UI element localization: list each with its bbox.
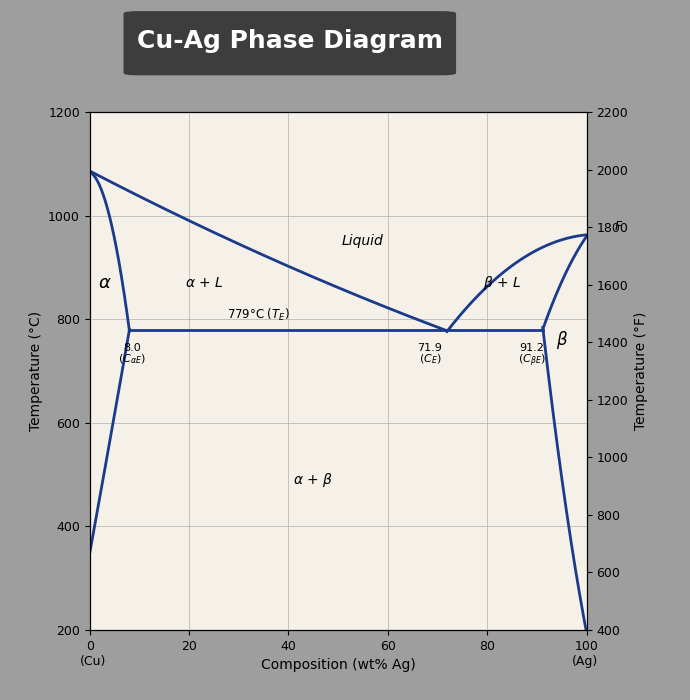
Text: 8.0: 8.0 bbox=[123, 342, 141, 353]
Y-axis label: Temperature (°C): Temperature (°C) bbox=[28, 311, 43, 431]
Text: Liquid: Liquid bbox=[342, 234, 384, 248]
Text: $\alpha$ + $\beta$: $\alpha$ + $\beta$ bbox=[293, 471, 333, 489]
Text: $F$: $F$ bbox=[614, 220, 623, 234]
Text: (Ag): (Ag) bbox=[572, 655, 598, 668]
Text: $\alpha$ + L: $\alpha$ + L bbox=[185, 276, 223, 290]
Text: 91.2: 91.2 bbox=[520, 342, 544, 353]
Text: 71.9: 71.9 bbox=[417, 342, 442, 353]
Text: $\alpha$: $\alpha$ bbox=[98, 274, 111, 292]
Text: ($C_E$): ($C_E$) bbox=[419, 353, 442, 367]
Text: ($C_{\beta E}$): ($C_{\beta E}$) bbox=[518, 353, 546, 370]
Text: 779$\degree$C ($T_E$): 779$\degree$C ($T_E$) bbox=[227, 307, 290, 323]
Text: $\beta$ + L: $\beta$ + L bbox=[483, 274, 521, 292]
Text: Cu-Ag Phase Diagram: Cu-Ag Phase Diagram bbox=[137, 29, 443, 53]
Text: (Cu): (Cu) bbox=[80, 655, 106, 668]
Y-axis label: Temperature (°F): Temperature (°F) bbox=[633, 312, 648, 430]
FancyBboxPatch shape bbox=[124, 12, 455, 75]
Text: ($C_{\alpha E}$): ($C_{\alpha E}$) bbox=[118, 353, 146, 367]
X-axis label: Composition (wt% Ag): Composition (wt% Ag) bbox=[261, 658, 415, 672]
Text: $\beta$: $\beta$ bbox=[555, 329, 568, 351]
